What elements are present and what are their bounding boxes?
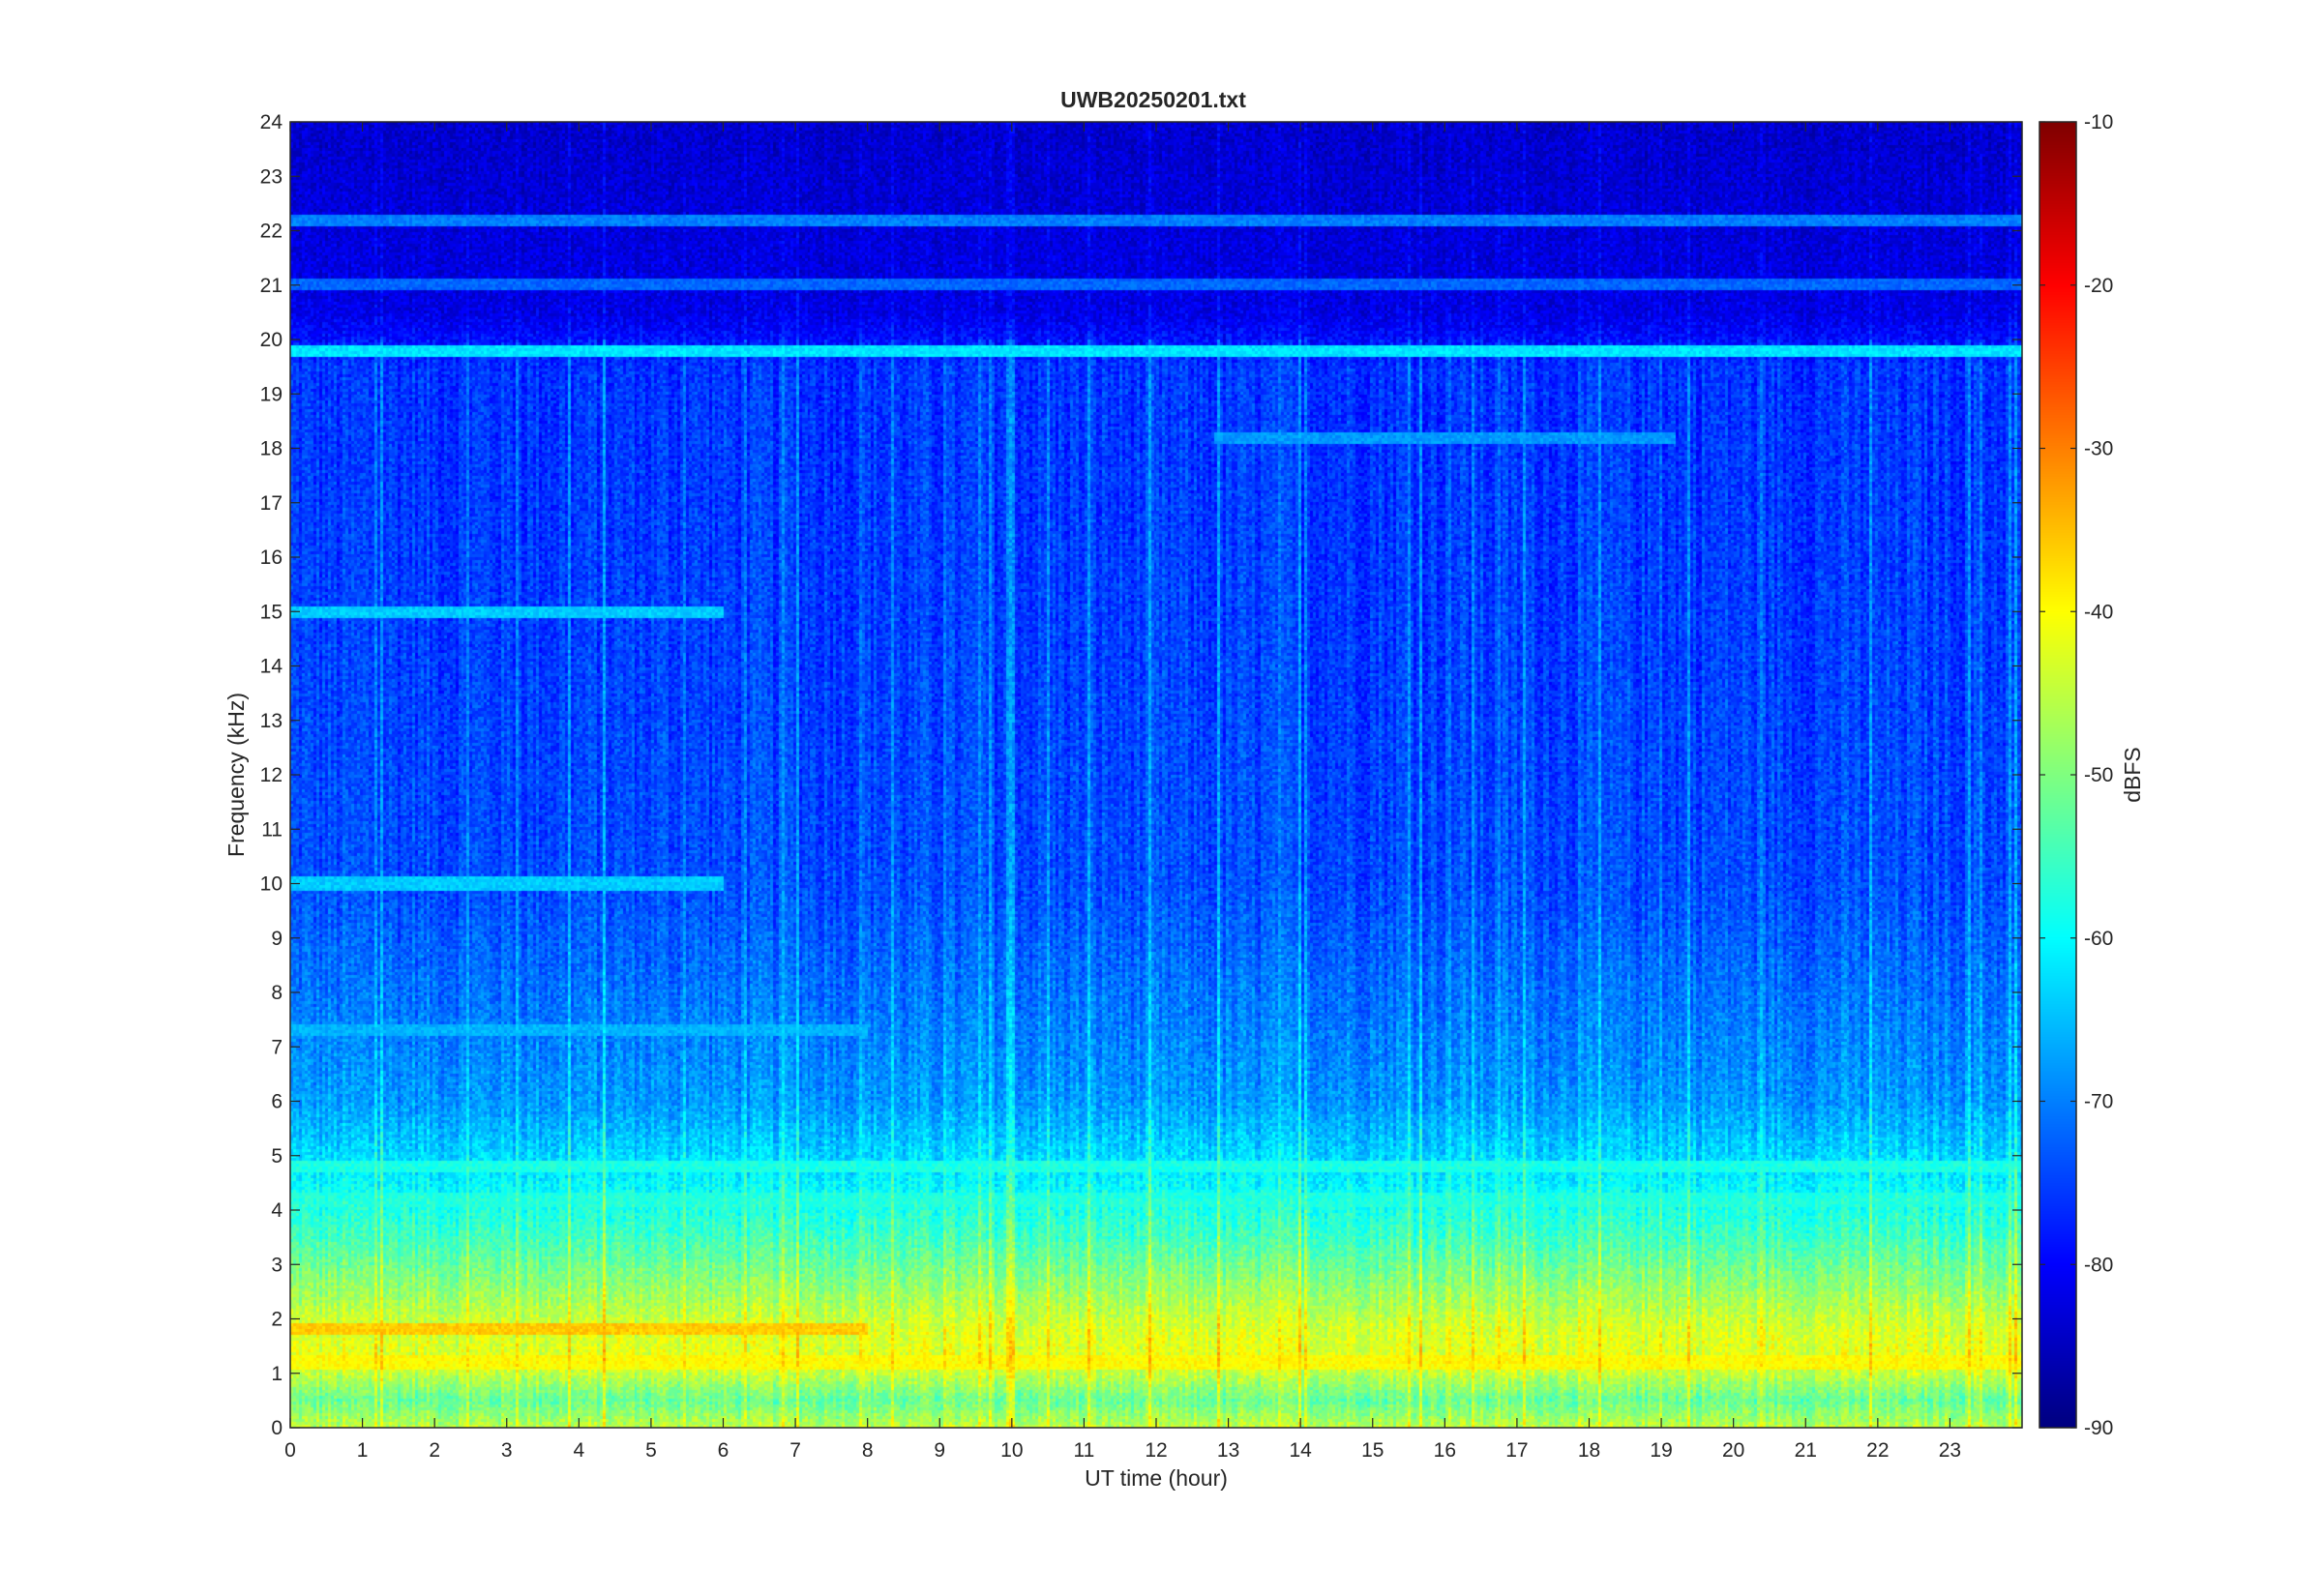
y-tick-label: 23 — [260, 165, 283, 188]
y-tick-label: 17 — [260, 492, 283, 515]
x-tick-label: 9 — [934, 1439, 945, 1462]
colorbar-tick-label: -50 — [2084, 764, 2113, 786]
x-tick-label: 13 — [1217, 1439, 1239, 1462]
y-tick-label: 13 — [260, 710, 283, 732]
y-tick-label: 12 — [260, 764, 283, 786]
colorbar-tick-label: -60 — [2084, 928, 2113, 950]
colorbar-tick-label: -20 — [2084, 275, 2113, 297]
x-tick-label: 11 — [1074, 1439, 1095, 1462]
y-tick-label: 16 — [260, 547, 283, 569]
y-tick-label: 14 — [260, 656, 283, 678]
colorbar-gradient — [2039, 122, 2076, 1428]
y-tick-label: 1 — [271, 1363, 283, 1385]
colorbar-tick-label: -10 — [2084, 111, 2113, 133]
x-axis-label: UT time (hour) — [1085, 1465, 1228, 1491]
colorbar-tick-label: -90 — [2084, 1417, 2113, 1439]
y-tick-label: 18 — [260, 438, 283, 460]
y-tick-label: 2 — [271, 1309, 283, 1331]
x-tick-label: 18 — [1578, 1439, 1600, 1462]
x-tick-label: 14 — [1289, 1439, 1312, 1462]
x-tick-label: 21 — [1795, 1439, 1817, 1462]
x-tick-label: 20 — [1722, 1439, 1744, 1462]
y-tick-label: 21 — [260, 275, 283, 297]
y-tick-label: 20 — [260, 329, 283, 351]
x-tick-label: 10 — [1000, 1439, 1023, 1462]
x-tick-label: 19 — [1650, 1439, 1672, 1462]
x-tick-label: 22 — [1866, 1439, 1889, 1462]
y-tick-label: 11 — [261, 818, 283, 841]
x-tick-label: 17 — [1505, 1439, 1528, 1462]
spectrogram-image — [290, 122, 2022, 1428]
colorbar: -10 -20 -30 -40 -50 -60 -70 -80 -90 dBFS — [2039, 111, 2145, 1439]
colorbar-tick-label: -30 — [2084, 438, 2113, 460]
x-tick-label: 12 — [1145, 1439, 1167, 1462]
x-tick-label: 2 — [429, 1439, 440, 1462]
x-tick-label: 7 — [789, 1439, 801, 1462]
y-tick-label: 24 — [260, 111, 283, 133]
y-tick-label: 22 — [260, 221, 283, 243]
y-tick-label: 4 — [271, 1199, 283, 1222]
y-tick-label: 15 — [260, 601, 283, 623]
x-tick-label: 5 — [645, 1439, 657, 1462]
colorbar-ticks: -10 -20 -30 -40 -50 -60 -70 -80 -90 — [2039, 111, 2113, 1439]
y-tick-label: 7 — [271, 1036, 283, 1058]
y-tick-label: 10 — [260, 873, 283, 896]
colorbar-tick-label: -40 — [2084, 601, 2113, 623]
y-tick-label: 19 — [260, 383, 283, 405]
y-tick-label: 6 — [271, 1091, 283, 1113]
y-axis-label: Frequency (kHz) — [223, 693, 249, 857]
x-tick-label: 6 — [718, 1439, 729, 1462]
x-axis: 0 1 2 3 4 5 6 7 8 9 10 11 12 13 14 15 16 17 18 19 20 21 22 23 — [284, 122, 1961, 1462]
colorbar-tick-label: -80 — [2084, 1254, 2113, 1276]
chart-title: UWB20250201.txt — [1060, 87, 1246, 112]
colorbar-label: dBFS — [2120, 747, 2145, 803]
x-tick-label: 3 — [501, 1439, 513, 1462]
y-tick-label: 0 — [271, 1417, 283, 1439]
y-tick-label: 8 — [271, 982, 283, 1004]
x-tick-label: 1 — [357, 1439, 369, 1462]
plot-area — [289, 121, 2023, 1429]
x-tick-label: 23 — [1939, 1439, 1961, 1462]
x-tick-label: 15 — [1361, 1439, 1384, 1462]
y-tick-label: 3 — [271, 1254, 283, 1276]
x-tick-label: 16 — [1434, 1439, 1456, 1462]
y-tick-label: 9 — [271, 928, 283, 950]
x-tick-label: 8 — [862, 1439, 874, 1462]
y-tick-label: 5 — [271, 1145, 283, 1167]
colorbar-tick-label: -70 — [2084, 1091, 2113, 1113]
x-tick-label: 0 — [284, 1439, 296, 1462]
x-tick-label: 4 — [573, 1439, 584, 1462]
